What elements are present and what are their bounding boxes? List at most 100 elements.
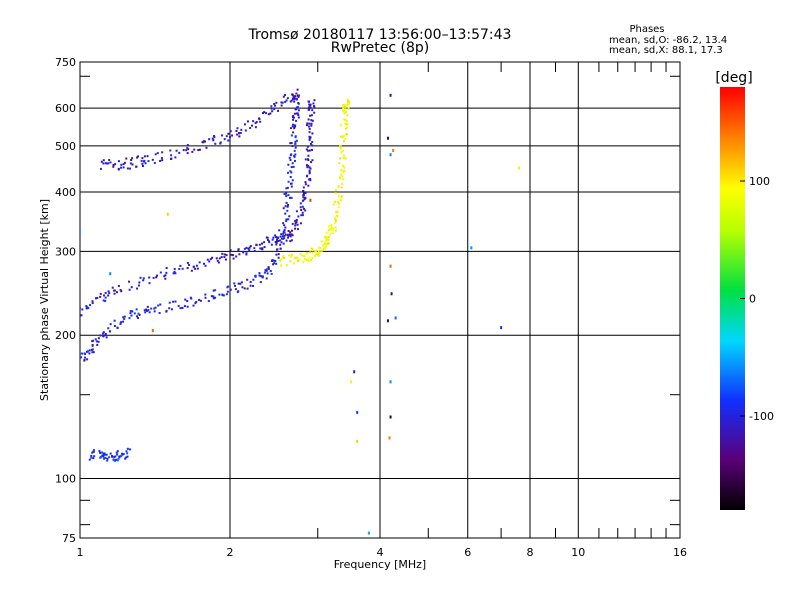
echo-point: [307, 118, 310, 121]
echo-point: [282, 255, 285, 258]
echo-point: [280, 104, 283, 107]
echo-point: [343, 154, 346, 157]
echo-point: [215, 257, 218, 260]
echo-point: [259, 247, 262, 250]
echo-point: [325, 236, 328, 239]
echo-point: [246, 120, 249, 123]
echo-point: [120, 321, 123, 324]
echo-point: [345, 133, 348, 136]
echo-point: [350, 380, 353, 384]
echo-point: [212, 289, 215, 292]
echo-point: [109, 161, 112, 164]
echo-point: [313, 111, 316, 114]
echo-point: [344, 106, 347, 109]
colorbar-label: [deg]: [715, 70, 752, 86]
echo-point: [145, 308, 148, 311]
echo-point: [339, 177, 342, 180]
echo-point: [291, 222, 294, 225]
echo-point: [289, 260, 292, 263]
echo-point: [192, 304, 195, 307]
echo-point: [160, 157, 163, 160]
echo-point: [90, 456, 93, 459]
echo-point: [133, 312, 136, 315]
x-tick-label: 16: [673, 546, 687, 559]
echo-point: [293, 95, 296, 98]
echo-point: [394, 316, 397, 320]
echo-point: [106, 162, 109, 165]
echo-point: [187, 148, 190, 151]
echo-point: [196, 267, 199, 270]
echo-point: [283, 229, 286, 232]
echo-point: [343, 112, 346, 115]
echo-point: [296, 112, 299, 115]
echo-point: [246, 278, 249, 281]
echo-point: [307, 100, 310, 103]
echo-point: [517, 166, 520, 170]
echo-point: [99, 451, 102, 454]
echo-point: [338, 162, 341, 165]
echo-point: [309, 136, 312, 139]
echo-point: [288, 233, 291, 236]
echo-point: [294, 146, 297, 149]
echo-point: [295, 221, 298, 224]
echo-point: [293, 100, 296, 103]
echo-point: [219, 142, 222, 145]
echo-point: [346, 126, 349, 129]
colorbar-tick-label: -100: [749, 410, 774, 423]
echo-point: [221, 134, 224, 137]
echo-point: [309, 142, 312, 145]
echo-point: [109, 272, 112, 276]
echo-point: [274, 234, 277, 237]
echo-point: [280, 258, 283, 261]
echo-point: [194, 302, 197, 305]
echo-point: [290, 255, 293, 258]
echo-point: [249, 245, 252, 248]
echo-point: [271, 238, 274, 241]
echo-point: [470, 246, 473, 250]
echo-point: [80, 230, 81, 234]
echo-point: [148, 276, 151, 279]
echo-point: [272, 236, 275, 239]
echo-point: [136, 156, 139, 159]
echo-point: [85, 305, 88, 308]
echo-point: [261, 112, 264, 115]
echo-point: [311, 251, 314, 254]
echo-point: [335, 229, 338, 232]
echo-point: [137, 316, 140, 319]
echo-point: [308, 108, 311, 111]
echo-point: [283, 237, 286, 240]
echo-point: [296, 228, 299, 231]
echo-point: [116, 453, 119, 456]
echo-point: [146, 305, 149, 308]
echo-point: [105, 336, 108, 339]
echo-point: [119, 322, 122, 325]
echo-point: [120, 455, 123, 458]
echo-point: [316, 253, 319, 256]
echo-point: [308, 172, 311, 175]
echo-point: [100, 160, 103, 163]
echo-point: [291, 97, 294, 100]
echo-point: [310, 148, 313, 151]
echo-point: [324, 241, 327, 244]
echo-point: [274, 104, 277, 107]
echo-point: [151, 158, 154, 161]
echo-point: [267, 267, 270, 270]
echo-point: [309, 177, 312, 180]
echo-point: [99, 292, 102, 295]
echo-point: [119, 289, 122, 292]
chart-subtitle: RwPretec (8p): [331, 40, 429, 56]
y-tick-label: 600: [55, 102, 76, 115]
echo-point: [218, 293, 221, 296]
echo-point: [332, 203, 335, 206]
echo-point: [275, 241, 278, 244]
echo-point: [249, 284, 252, 287]
echo-point: [263, 246, 266, 249]
echo-point: [353, 370, 356, 374]
echo-point: [117, 457, 120, 460]
echo-point: [138, 313, 141, 316]
echo-point: [144, 311, 147, 314]
echo-point: [130, 286, 133, 289]
echo-point: [115, 451, 118, 454]
echo-point: [346, 103, 349, 106]
echo-point: [88, 349, 91, 352]
